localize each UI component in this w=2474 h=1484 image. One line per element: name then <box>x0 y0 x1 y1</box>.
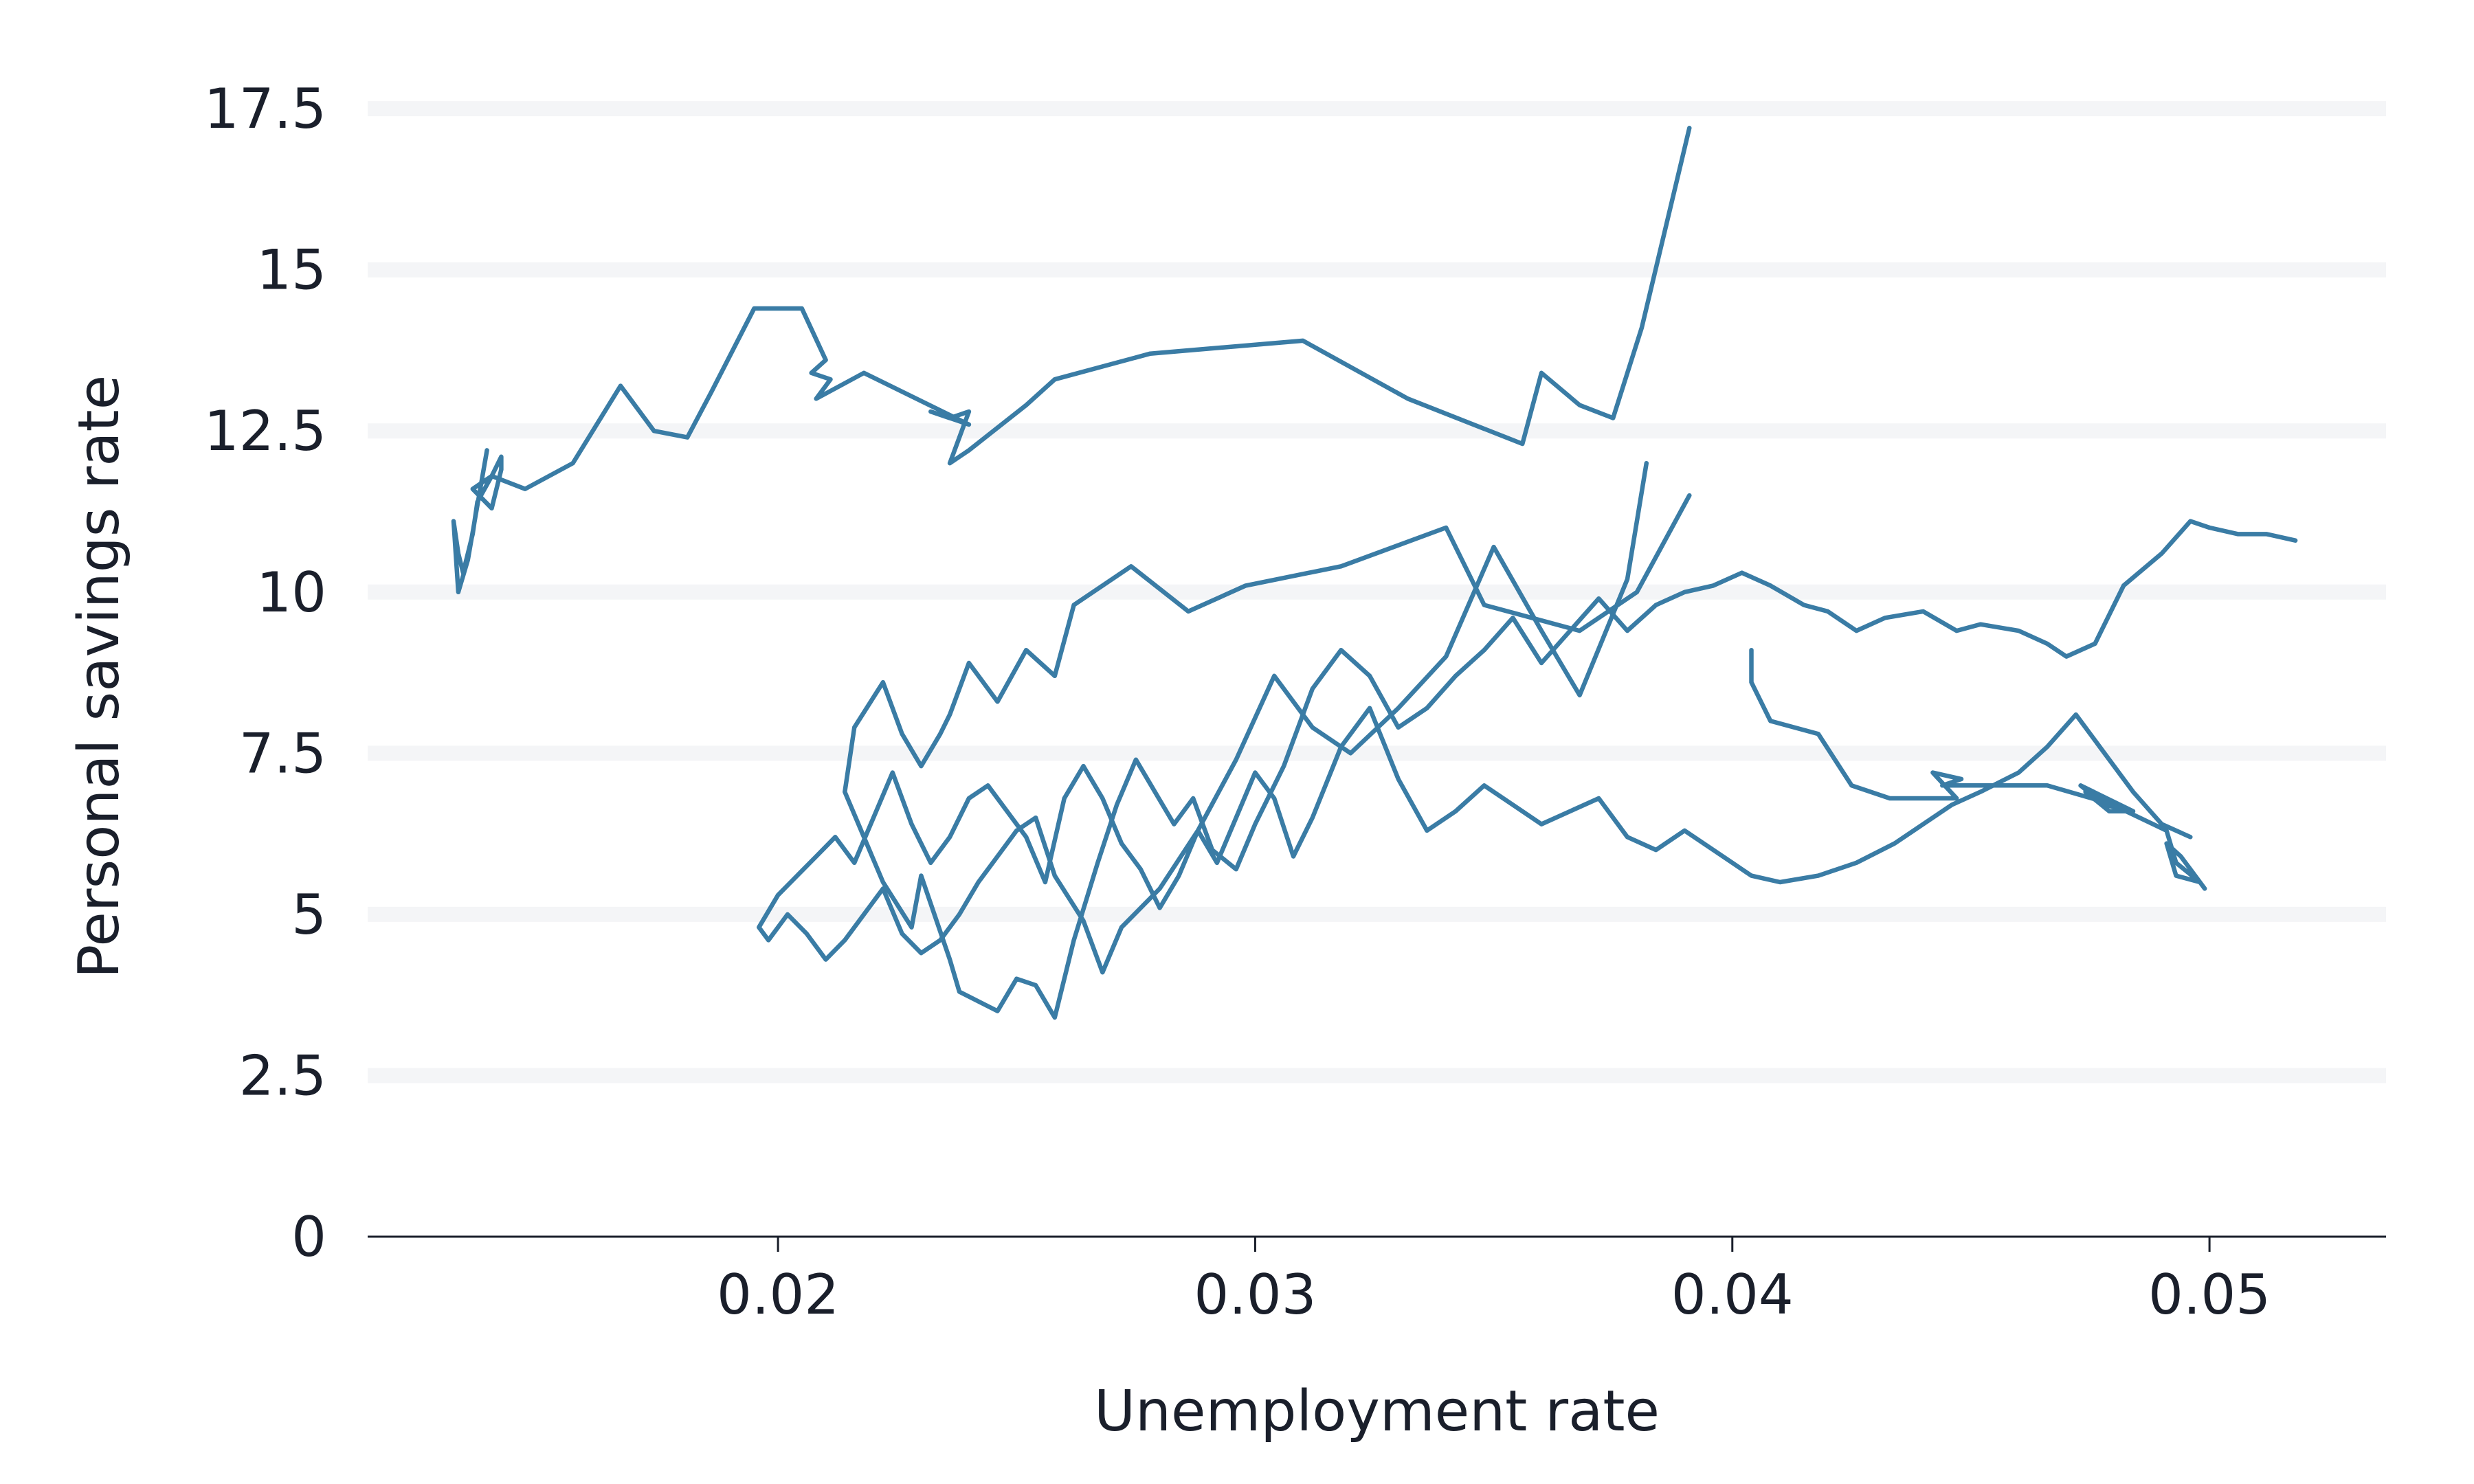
y-tick-label: 2.5 <box>239 1044 326 1108</box>
y-tick-label: 15 <box>256 238 326 302</box>
x-tick-label: 0.04 <box>1671 1263 1794 1327</box>
y-tick-label: 12.5 <box>204 399 326 463</box>
x-tick-label: 0.03 <box>1194 1263 1316 1327</box>
y-tick-label: 0 <box>291 1205 326 1269</box>
x-tick-label: 0.05 <box>2148 1263 2271 1327</box>
series-line-4 <box>1749 647 2207 891</box>
x-tick-label: 0.02 <box>717 1263 839 1327</box>
y-tick-label: 17.5 <box>204 77 326 141</box>
series-group <box>451 126 2298 1020</box>
y-axis-ticks: 0 2.5 5 7.5 10 12.5 15 17.5 <box>204 77 326 1269</box>
grid-lines <box>368 101 2386 1083</box>
y-tick-label: 7.5 <box>239 721 326 785</box>
series-line-2 <box>843 493 2298 1020</box>
x-axis-title: Unemployment rate <box>1094 1379 1660 1444</box>
series-line-1 <box>451 126 1692 595</box>
series-line-3 <box>757 460 2193 975</box>
y-axis-title: Personal savings rate <box>67 375 132 978</box>
y-tick-label: 5 <box>291 883 326 947</box>
y-tick-label: 10 <box>256 561 326 625</box>
x-axis-ticks: 0.02 0.03 0.04 0.05 <box>717 1237 2271 1327</box>
